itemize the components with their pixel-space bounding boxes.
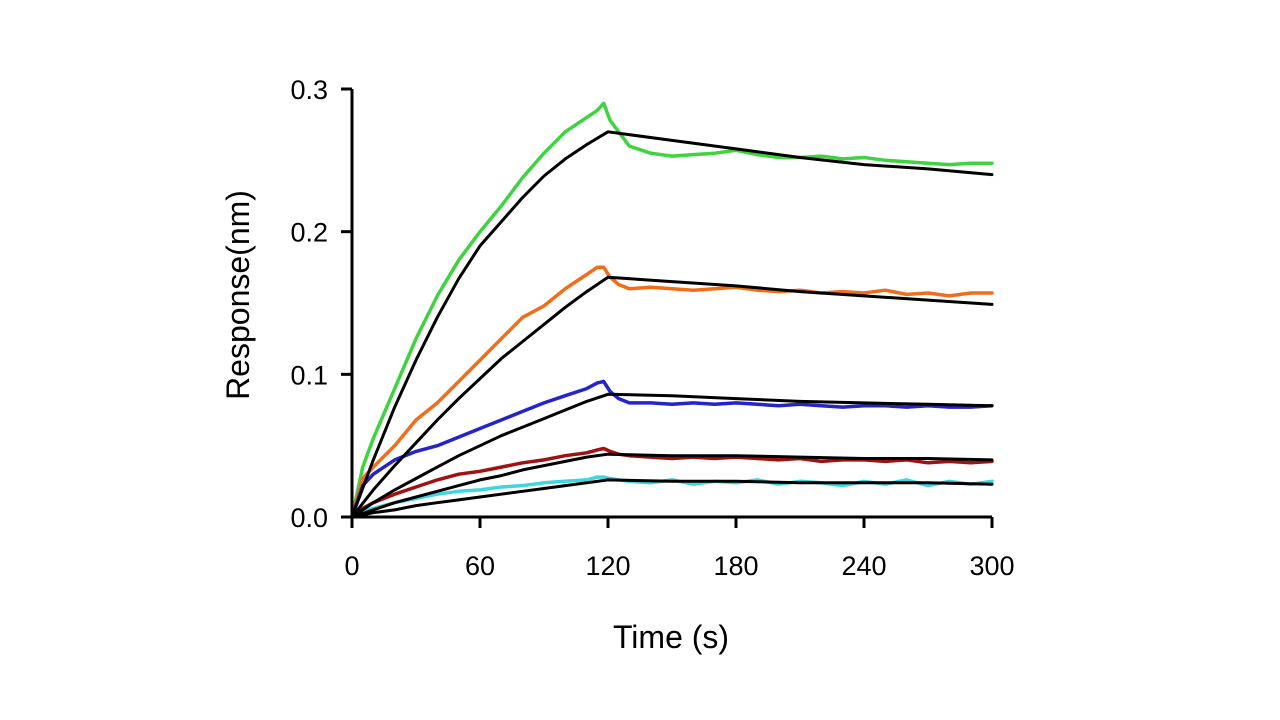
y-tick-label: 0.0	[290, 503, 328, 533]
x-axis-title: Time (s)	[613, 619, 729, 655]
fit-curve-7	[350, 452, 994, 519]
y-axis-title: Response(nm)	[220, 190, 256, 400]
x-tick-label: 0	[344, 551, 359, 581]
x-tick-label: 240	[841, 551, 886, 581]
fit-curve-9	[350, 478, 994, 519]
x-tick-label: 120	[585, 551, 630, 581]
x-tick-label: 180	[713, 551, 758, 581]
fit-curve-1	[350, 130, 994, 519]
y-tick-label: 0.1	[290, 360, 328, 390]
fit-curve-5	[350, 392, 994, 519]
measured-trace-4	[350, 379, 994, 519]
series-layer	[350, 101, 994, 519]
y-tick-label: 0.2	[290, 218, 328, 248]
measured-trace-0	[350, 101, 994, 519]
axes-layer	[350, 89, 992, 519]
ticks-layer: 0 60 120 180 240 300 0.0 0.1 0.2 0.3	[290, 75, 1014, 581]
y-tick-label: 0.3	[290, 75, 328, 105]
x-tick-label: 60	[465, 551, 495, 581]
fit-curve-3	[350, 275, 994, 519]
x-tick-label: 300	[969, 551, 1014, 581]
measured-trace-2	[350, 265, 994, 519]
